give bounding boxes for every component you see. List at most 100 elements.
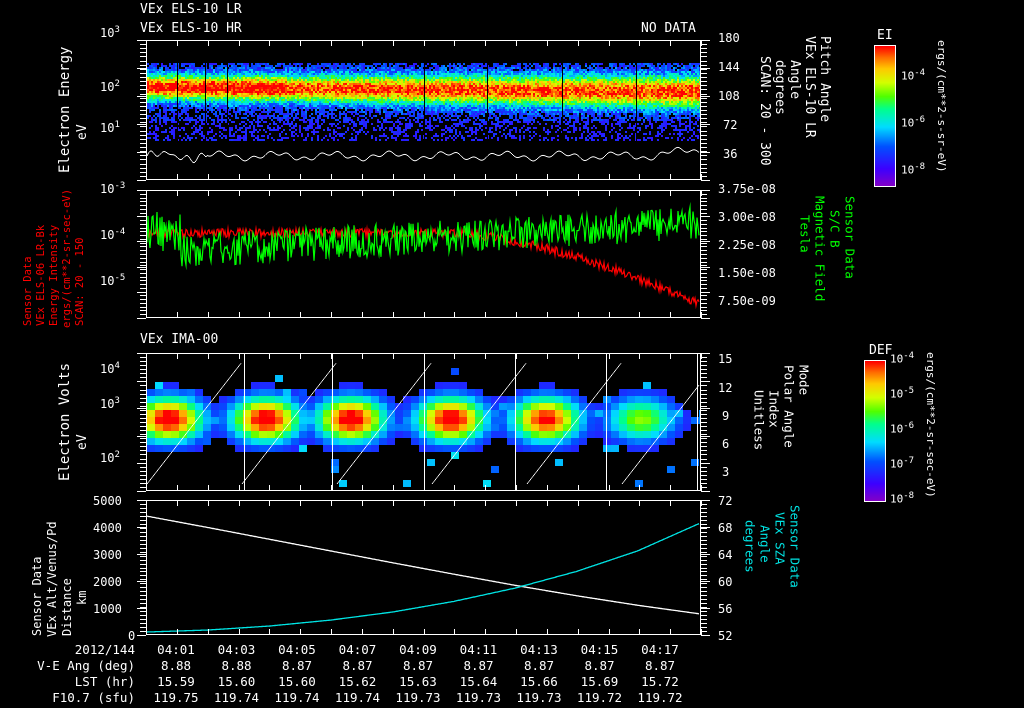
- axis-tick: [701, 89, 707, 90]
- axis-tick: [331, 312, 332, 318]
- axis-tick: [701, 554, 710, 555]
- panel4-left-label-2: VEx Alt/Venus/Pd: [45, 521, 59, 637]
- axis-tick: [701, 198, 707, 199]
- axis-tick: [137, 124, 146, 125]
- axis-tick: [701, 361, 707, 362]
- axis-tick: [140, 611, 146, 612]
- panel1-right-ytick-0: 180: [718, 31, 740, 45]
- axis-tick: [300, 353, 301, 359]
- axis-tick: [137, 581, 146, 582]
- axis-tick: [701, 180, 710, 181]
- panel4-ytick-2: 3000: [93, 548, 122, 562]
- axis-tick: [670, 40, 671, 46]
- axis-tick: [701, 40, 702, 46]
- axis-tick: [701, 520, 707, 521]
- axis-tick: [701, 122, 707, 123]
- panel4-right-ytick-2: 64: [718, 548, 733, 562]
- axis-tick: [701, 114, 707, 115]
- axis-tick: [140, 102, 146, 103]
- panel1-colorbar[interactable]: [874, 45, 896, 187]
- panel4-right-ytick-5: 52: [718, 629, 733, 643]
- axis-tick: [516, 485, 517, 491]
- axis-tick: [454, 353, 455, 359]
- panel1-right-axis-title: Pitch Angle: [817, 36, 832, 123]
- axis-tick: [701, 209, 707, 210]
- axis-tick: [140, 310, 146, 311]
- panel1-colorbar-label: ergs/(cm**2-s-sr-eV): [935, 40, 948, 173]
- axis-tick: [701, 265, 707, 266]
- bottom-cell-ve-ang-4: 8.87: [402, 658, 434, 673]
- axis-tick: [137, 216, 146, 217]
- axis-tick: [701, 454, 707, 455]
- panel3-ytick-1: 103: [100, 396, 120, 411]
- axis-tick: [140, 587, 146, 588]
- axis-tick: [701, 231, 707, 232]
- panel4-ytick-0: 5000: [93, 494, 122, 508]
- axis-tick: [177, 485, 178, 491]
- axis-tick: [140, 556, 146, 557]
- axis-tick: [701, 471, 707, 472]
- axis-tick: [140, 131, 146, 132]
- axis-tick: [140, 139, 146, 140]
- bottom-row-label-f107: F10.7 (sfu): [52, 690, 135, 705]
- axis-tick: [516, 190, 517, 196]
- axis-tick: [140, 438, 146, 439]
- panel1-plot-frame[interactable]: [146, 40, 701, 180]
- axis-tick: [701, 459, 707, 460]
- panel4-plot-frame[interactable]: [146, 500, 701, 635]
- panel3-left-axis-units: eV: [75, 434, 90, 450]
- axis-tick: [701, 450, 707, 451]
- panel2-right-label-4: Tesla: [797, 215, 813, 253]
- axis-tick: [140, 524, 146, 525]
- axis-tick: [578, 353, 579, 359]
- panel3-right-label-1: Mode: [796, 365, 812, 396]
- panel3-plot-frame[interactable]: [146, 353, 701, 491]
- axis-tick: [701, 377, 707, 378]
- panel1-left-axis-units: eV: [75, 124, 90, 140]
- axis-tick: [609, 629, 610, 635]
- axis-tick: [701, 194, 707, 195]
- axis-tick: [140, 246, 146, 247]
- axis-tick: [701, 410, 707, 411]
- axis-tick: [140, 426, 146, 427]
- axis-tick: [140, 122, 146, 123]
- panel1-spectrogram-canvas: [147, 41, 700, 179]
- axis-tick: [701, 608, 710, 609]
- axis-tick: [701, 288, 707, 289]
- panel3-colorbar-title: DEF: [869, 343, 893, 358]
- axis-tick: [146, 629, 147, 635]
- axis-tick: [454, 629, 455, 635]
- axis-tick: [578, 312, 579, 318]
- axis-tick: [701, 174, 702, 180]
- axis-tick: [140, 254, 146, 255]
- axis-tick: [140, 299, 146, 300]
- panel2-plot-frame[interactable]: [146, 190, 701, 318]
- axis-tick: [393, 174, 394, 180]
- panel4-right-ytick-0: 72: [718, 494, 733, 508]
- axis-tick: [137, 353, 146, 354]
- axis-tick: [701, 408, 710, 409]
- axis-tick: [140, 77, 146, 78]
- bottom-cell-ve-ang-7: 8.87: [584, 658, 615, 673]
- panel3-colorbar[interactable]: [864, 360, 886, 502]
- axis-tick: [140, 269, 146, 270]
- axis-tick: [140, 224, 146, 225]
- axis-tick: [701, 280, 707, 281]
- axis-tick: [701, 77, 707, 78]
- axis-tick: [140, 262, 146, 263]
- axis-tick: [609, 190, 610, 196]
- axis-tick: [393, 629, 394, 635]
- axis-tick: [140, 418, 146, 419]
- axis-tick: [140, 398, 146, 399]
- bottom-row-label-ve-ang: V-E Ang (deg): [37, 658, 135, 673]
- axis-tick: [547, 485, 548, 491]
- axis-tick: [639, 40, 640, 46]
- panel4-right-ytick-3: 60: [718, 575, 733, 589]
- axis-tick: [485, 312, 486, 318]
- axis-tick: [140, 357, 146, 358]
- axis-tick: [137, 190, 146, 191]
- axis-tick: [547, 629, 548, 635]
- axis-tick: [208, 500, 209, 506]
- axis-tick: [137, 527, 146, 528]
- axis-tick: [140, 89, 146, 90]
